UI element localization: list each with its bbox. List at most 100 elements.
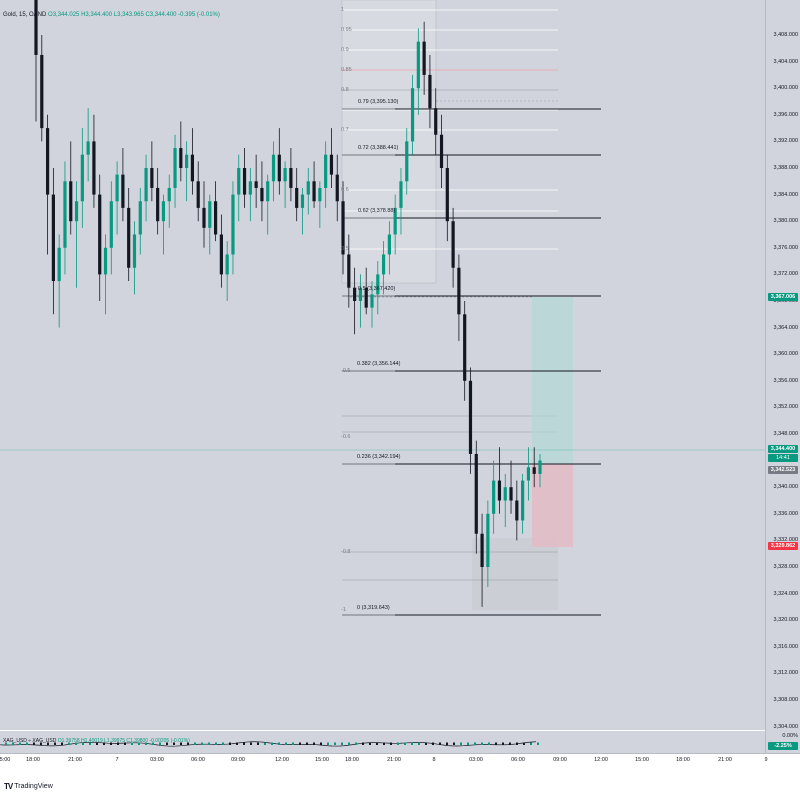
candle-body: [51, 194, 55, 282]
symbol-legend: Gold, 15, OAND O3,344.025 H3,344.400 L3,…: [3, 12, 220, 18]
indicator-bar: [341, 742, 343, 745]
price-axis-label: 3,352.000: [773, 404, 798, 411]
fib-zone-lower: [472, 538, 558, 610]
indicator-bar: [334, 742, 336, 745]
indicator-bar: [537, 742, 539, 745]
candle-body: [260, 187, 264, 202]
candle-body: [132, 234, 137, 268]
fib-ratio-mark: 0.9: [341, 47, 349, 53]
indicator-bar: [453, 742, 455, 745]
price-chart-canvas[interactable]: [0, 0, 765, 730]
time-axis-label: 21:00: [718, 757, 732, 763]
indicator-bar: [299, 742, 301, 745]
candle-body: [237, 168, 241, 195]
tradingview-logo[interactable]: TV TradingView: [4, 782, 53, 791]
candle-body: [335, 174, 339, 202]
candle-body: [295, 187, 299, 208]
position-target-zone: [532, 297, 573, 464]
candle-body: [185, 154, 189, 168]
indicator-bar: [425, 742, 427, 745]
candle-body: [69, 181, 73, 222]
indicator-bar: [432, 742, 434, 745]
symbol-name[interactable]: Gold, 15, OAND: [3, 12, 47, 18]
time-axis-label: 18:00: [676, 757, 690, 763]
candle-body: [329, 154, 334, 175]
candle-body: [225, 254, 229, 275]
indicator-bar: [194, 742, 196, 745]
indicator-bar: [5, 742, 7, 745]
candle-body: [196, 181, 200, 208]
candle-body: [410, 88, 415, 142]
indicator-bar: [439, 742, 441, 745]
entry-price-tag: 3,342.523: [768, 466, 798, 474]
candle-body: [277, 154, 281, 182]
fib-ratio-mark: -0.8: [341, 549, 351, 555]
candle-body: [115, 174, 119, 202]
candle-body: [532, 467, 536, 474]
indicator-bar: [75, 742, 77, 745]
indicator-symbol[interactable]: XAG_USD ÷ XAG_USD: [3, 738, 57, 744]
indicator-legend: XAG_USD ÷ XAG_USD O1.39758 H1.40019 L1.3…: [3, 738, 190, 744]
indicator-zero-label: 0.00%: [782, 733, 798, 739]
indicator-canvas[interactable]: [0, 731, 765, 753]
footer: TV TradingView: [0, 776, 800, 800]
candle-body: [486, 513, 490, 567]
price-axis-label: 3,364.000: [773, 324, 798, 331]
price-axis-label: 3,356.000: [773, 377, 798, 384]
indicator-bar: [313, 742, 315, 745]
candle-body: [353, 287, 357, 301]
fib-level-label: 0 (3,319.643): [357, 605, 390, 611]
time-axis-label: 09:00: [553, 757, 567, 763]
candle-body: [103, 247, 108, 275]
indicator-bar: [355, 742, 357, 745]
candle-body: [376, 274, 380, 295]
candle-body: [306, 181, 310, 195]
high-value: H3,344.400: [81, 12, 113, 18]
price-axis-label: 3,308.000: [773, 697, 798, 703]
candle-body: [231, 194, 235, 255]
candle-body: [451, 221, 455, 268]
candle-body: [156, 187, 160, 222]
candle-body: [45, 128, 50, 195]
indicator-bar: [467, 742, 469, 745]
fib-ratio-mark: 0.5: [341, 246, 349, 252]
price-axis-label: 3,376.000: [773, 244, 798, 251]
indicator-bar: [89, 742, 91, 745]
fib-level-label: 0.79 (3,395.130): [358, 99, 399, 105]
indicator-bar: [26, 742, 28, 745]
price-axis-label: 3,400.000: [773, 85, 798, 92]
indicator-pane[interactable]: XAG_USD ÷ XAG_USD O1.39758 H1.40019 L1.3…: [0, 731, 765, 753]
main-chart-pane[interactable]: Gold, 15, OAND O3,344.025 H3,344.400 L3,…: [0, 0, 765, 730]
indicator-line: [0, 741, 537, 747]
candle-body: [283, 168, 287, 182]
price-axis-label: 3,348.000: [773, 431, 798, 437]
indicator-bar: [523, 742, 525, 745]
candle-body: [138, 201, 142, 235]
price-axis-label: 3,408.000: [773, 32, 798, 38]
indicator-bar: [411, 742, 413, 745]
indicator-bar: [404, 742, 406, 745]
indicator-bar: [180, 742, 182, 745]
price-axis-label: 3,332.000: [773, 537, 798, 544]
indicator-bar: [131, 742, 133, 745]
fib-ratio-mark: -0.5: [341, 368, 351, 374]
indicator-bar: [229, 742, 231, 745]
candle-body: [434, 108, 438, 135]
price-axis[interactable]: 3,408.000 3,404.000 3,400.000 3,396.000 3,39…: [765, 0, 800, 753]
candle-body: [242, 168, 247, 195]
time-axis-label: 15:00: [315, 757, 329, 763]
position-stop-zone: [532, 464, 573, 547]
candle-body: [526, 467, 531, 481]
candle-body: [271, 154, 276, 182]
indicator-bar: [516, 742, 518, 745]
indicator-bar: [152, 742, 154, 745]
indicator-bar: [278, 742, 280, 745]
time-axis[interactable]: 5:00 18:00 21:00 7 03:00 06:00 09:00 12:00 15:00…: [0, 753, 800, 770]
indicator-bar: [264, 742, 266, 745]
candle-body: [86, 141, 90, 155]
indicator-bar: [271, 742, 273, 745]
indicator-bar: [208, 742, 210, 745]
indicator-bar: [509, 742, 511, 745]
indicator-bar: [502, 742, 504, 745]
candle-body: [318, 187, 322, 202]
